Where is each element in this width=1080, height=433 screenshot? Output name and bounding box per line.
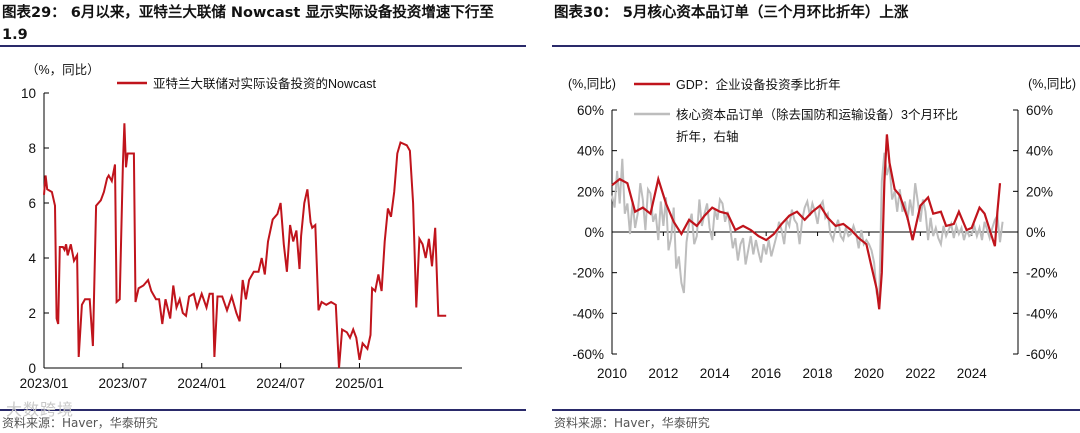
y-tick-label: 8 <box>28 141 36 156</box>
right-y-tick-label: 20% <box>1026 184 1053 199</box>
y-tick-label: 4 <box>28 251 36 266</box>
right-y-tick-label: 0% <box>1026 225 1046 240</box>
legend-label-gdp: GDP：企业设备投资季比折年 <box>676 77 841 92</box>
right-axis-unit-label: (%,同比) <box>1028 77 1076 91</box>
y-tick-label: 10 <box>21 86 36 101</box>
left-y-tick-label: 0% <box>584 225 604 240</box>
x-tick-label: 2020 <box>854 366 884 381</box>
left-y-tick-label: -40% <box>572 306 604 321</box>
x-tick-label: 2023/01 <box>20 376 69 391</box>
x-tick-label: 2016 <box>751 366 781 381</box>
y-axis-unit-label: （%，同比） <box>26 63 100 77</box>
y-tick-label: 0 <box>28 361 36 376</box>
y-tick-label: 2 <box>28 306 36 321</box>
core-capital-goods-orders-line <box>611 152 1004 302</box>
left-y-tick-label: 40% <box>577 144 604 159</box>
legend-label: 亚特兰大联储对实际设备投资的Nowcast <box>153 76 376 91</box>
x-tick-label: 2010 <box>597 366 627 381</box>
nowcast-series-line <box>43 123 447 369</box>
left-y-tick-label: 20% <box>577 184 604 199</box>
left-y-tick-label: -20% <box>572 266 604 281</box>
left-chart-title: 图表29： 6月以来，亚特兰大联储 Nowcast 显示实际设备投资增速下行至 … <box>2 5 494 43</box>
x-tick-label: 2024 <box>957 366 988 381</box>
right-chart-panel: 图表30： 5月核心资本品订单（三个月环比折年）上涨 (%,同比) (%,同比) -… <box>552 0 1080 433</box>
gdp-equipment-investment-line <box>611 134 1002 310</box>
left-y-tick-label: -60% <box>572 347 604 362</box>
left-source: 资料来源：Haver，华泰研究 <box>2 416 158 430</box>
right-chart-title: 图表30： 5月核心资本品订单（三个月环比折年）上涨 <box>554 5 909 21</box>
left-chart-panel: 图表29： 6月以来，亚特兰大联储 Nowcast 显示实际设备投资增速下行至 … <box>0 0 526 433</box>
legend-label-orders: 核心资本品订单（除去国防和运输设备）3个月环比折年，右轴 <box>676 107 958 144</box>
x-tick-label: 2018 <box>803 366 833 381</box>
x-tick-label: 2022 <box>905 366 935 381</box>
y-tick-label: 6 <box>28 196 36 211</box>
watermark: 大数跨境 <box>6 400 75 419</box>
right-source: 资料来源：Haver，华泰研究 <box>554 416 710 430</box>
right-y-tick-label: -40% <box>1026 306 1058 321</box>
right-y-tick-label: 40% <box>1026 144 1053 159</box>
x-tick-label: 2023/07 <box>98 376 147 391</box>
right-y-tick-label: 60% <box>1026 103 1053 118</box>
x-tick-label: 2012 <box>648 366 678 381</box>
left-axis-unit-label: (%,同比) <box>568 77 616 91</box>
right-bottom-rule <box>552 409 1080 411</box>
right-title-rule <box>552 45 1080 47</box>
left-title-rule <box>0 45 526 47</box>
x-tick-label: 2024/07 <box>256 376 305 391</box>
right-y-tick-label: -20% <box>1026 266 1058 281</box>
x-tick-label: 2014 <box>700 366 731 381</box>
left-y-tick-label: 60% <box>577 103 604 118</box>
right-y-tick-label: -60% <box>1026 347 1058 362</box>
left-line-chart: （%，同比） 0 2 4 6 8 10 2023/01 2023/07 2024/01 2024/0… <box>20 63 462 391</box>
x-tick-label: 2024/01 <box>177 376 226 391</box>
right-line-chart: (%,同比) (%,同比) -60% -40% -20% 0% 20% 40% 60% -60% -… <box>568 77 1076 381</box>
x-tick-label: 2025/01 <box>335 376 384 391</box>
left-bottom-rule <box>0 409 526 411</box>
